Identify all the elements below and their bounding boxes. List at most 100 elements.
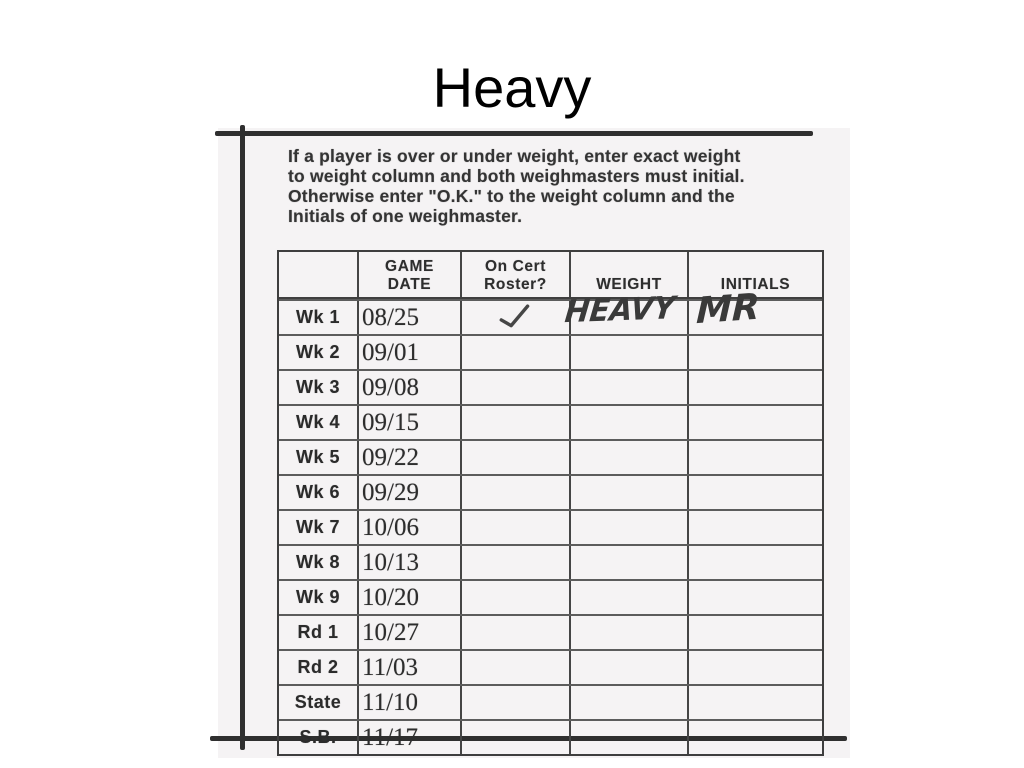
header-game-date-line2: DATE [387,276,432,293]
initials-cell [687,476,822,509]
game-date-cell: 10/06 [357,511,460,544]
weight-cell [569,581,687,614]
game-date-cell: 11/17 [357,721,460,754]
weigh-in-table: GAME DATE On Cert Roster? WEIGHT INITIAL… [277,250,824,756]
weight-cell [569,441,687,474]
table-row: Rd 2 11/03 [279,649,822,684]
roster-cell [460,406,569,439]
checkmark-icon [499,304,530,328]
table-row: State 11/10 [279,684,822,719]
row-label: Rd 1 [297,622,339,642]
game-date-cell: 10/13 [357,546,460,579]
row-label: Wk 1 [295,307,340,327]
row-label: Wk 7 [295,517,340,537]
left-vertical-rule [240,125,245,750]
initials-cell [687,336,822,369]
initials-cell [687,511,822,544]
roster-cell [460,616,569,649]
header-initials: INITIALS [687,252,822,297]
weight-cell: HEAVY [563,290,687,334]
instruction-line-1: If a player is over or under weight, ent… [288,146,741,166]
table-row: Wk 2 09/01 [279,334,822,369]
table-row: Wk 9 10/20 [279,579,822,614]
row-label: Wk 4 [295,412,340,432]
game-date-cell: 11/03 [357,651,460,684]
game-date-cell: 09/15 [357,406,460,439]
game-date-cell: 09/22 [357,441,460,474]
instruction-line-3: Otherwise enter "O.K." to the weight col… [288,186,735,206]
table-row: Wk 8 10/13 [279,544,822,579]
table-row: Wk 4 09/15 [279,404,822,439]
game-date-cell: 10/27 [357,616,460,649]
initials-cell [687,581,822,614]
roster-cell [460,336,569,369]
initials-cell: MR [687,287,822,334]
header-game-date: GAME DATE [357,252,460,297]
table-row: Wk 6 09/29 [279,474,822,509]
roster-cell [460,686,569,719]
table-row: Wk 3 09/08 [279,369,822,404]
instruction-line-2: to weight column and both weighmasters m… [288,166,745,186]
header-game-date-line1: GAME [385,258,434,275]
weight-cell [569,336,687,369]
scanned-form: If a player is over or under weight, ent… [210,125,850,758]
row-label: Rd 2 [297,657,339,677]
row-label: Wk 8 [295,552,340,572]
page-title: Heavy [432,56,592,119]
roster-cell [460,371,569,404]
header-roster-line2: Roster? [484,276,547,293]
header-on-cert-roster: On Cert Roster? [460,252,569,297]
table-header-row: GAME DATE On Cert Roster? WEIGHT INITIAL… [279,252,822,299]
weight-cell [569,511,687,544]
initials-cell [687,721,822,754]
roster-cell [460,511,569,544]
initials-cell [687,616,822,649]
header-blank-cell [279,252,357,297]
instruction-text: If a player is over or under weight, ent… [288,146,803,226]
initials-cell [687,371,822,404]
initials-cell [687,686,822,719]
weight-cell [569,686,687,719]
initials-cell [687,651,822,684]
roster-cell [460,546,569,579]
game-date-cell: 08/25 [357,301,460,334]
table-row: Wk 1 08/25 HEAVY MR [279,287,822,334]
weight-cell [569,721,687,754]
roster-cell [460,441,569,474]
top-horizontal-rule [215,131,813,136]
row-label: Wk 3 [295,377,340,397]
game-date-cell: 09/08 [357,371,460,404]
roster-cell [460,301,569,334]
weight-cell [569,546,687,579]
instruction-line-4: Initials of one weighmaster. [288,206,523,226]
table-row: Wk 7 10/06 [279,509,822,544]
weight-cell [569,406,687,439]
roster-cell [460,651,569,684]
table-row: Rd 1 10/27 [279,614,822,649]
weight-cell [569,616,687,649]
roster-cell [460,581,569,614]
bottom-horizontal-rule [210,736,847,741]
table-row: Wk 5 09/22 [279,439,822,474]
roster-cell [460,721,569,754]
row-label: State [294,692,342,712]
row-label: Wk 6 [295,482,340,502]
row-label: S.B. [299,727,337,747]
game-date-cell: 09/01 [357,336,460,369]
initials-cell [687,546,822,579]
weight-cell [569,651,687,684]
roster-cell [460,476,569,509]
game-date-cell: 09/29 [357,476,460,509]
row-label: Wk 5 [295,447,340,467]
weight-cell [569,371,687,404]
game-date-cell: 11/10 [357,686,460,719]
row-label: Wk 9 [295,587,340,607]
table-row: S.B. 11/17 [279,719,822,754]
initials-cell [687,441,822,474]
weight-cell [569,476,687,509]
header-weight: WEIGHT [569,252,687,297]
game-date-cell: 10/20 [357,581,460,614]
header-roster-line1: On Cert [484,258,547,275]
row-label: Wk 2 [295,342,340,362]
